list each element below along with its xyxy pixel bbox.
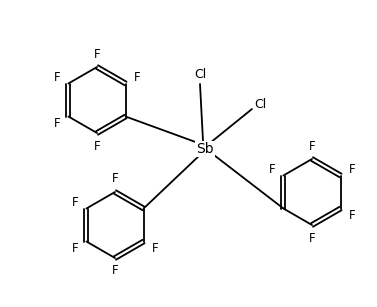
Text: F: F [72, 242, 78, 255]
Text: F: F [309, 139, 315, 153]
Text: F: F [54, 71, 60, 84]
Text: F: F [94, 48, 100, 60]
Text: F: F [72, 196, 78, 208]
Text: F: F [54, 116, 60, 130]
Text: Cl: Cl [194, 68, 206, 80]
Text: Cl: Cl [254, 98, 266, 111]
Text: Sb: Sb [196, 142, 214, 156]
Text: F: F [94, 139, 100, 153]
Text: F: F [309, 231, 315, 244]
Text: F: F [112, 173, 118, 185]
Text: F: F [152, 242, 158, 255]
Text: F: F [112, 265, 118, 278]
Text: F: F [133, 71, 140, 84]
Text: F: F [348, 208, 355, 221]
Text: F: F [348, 162, 355, 176]
Text: F: F [269, 162, 276, 176]
